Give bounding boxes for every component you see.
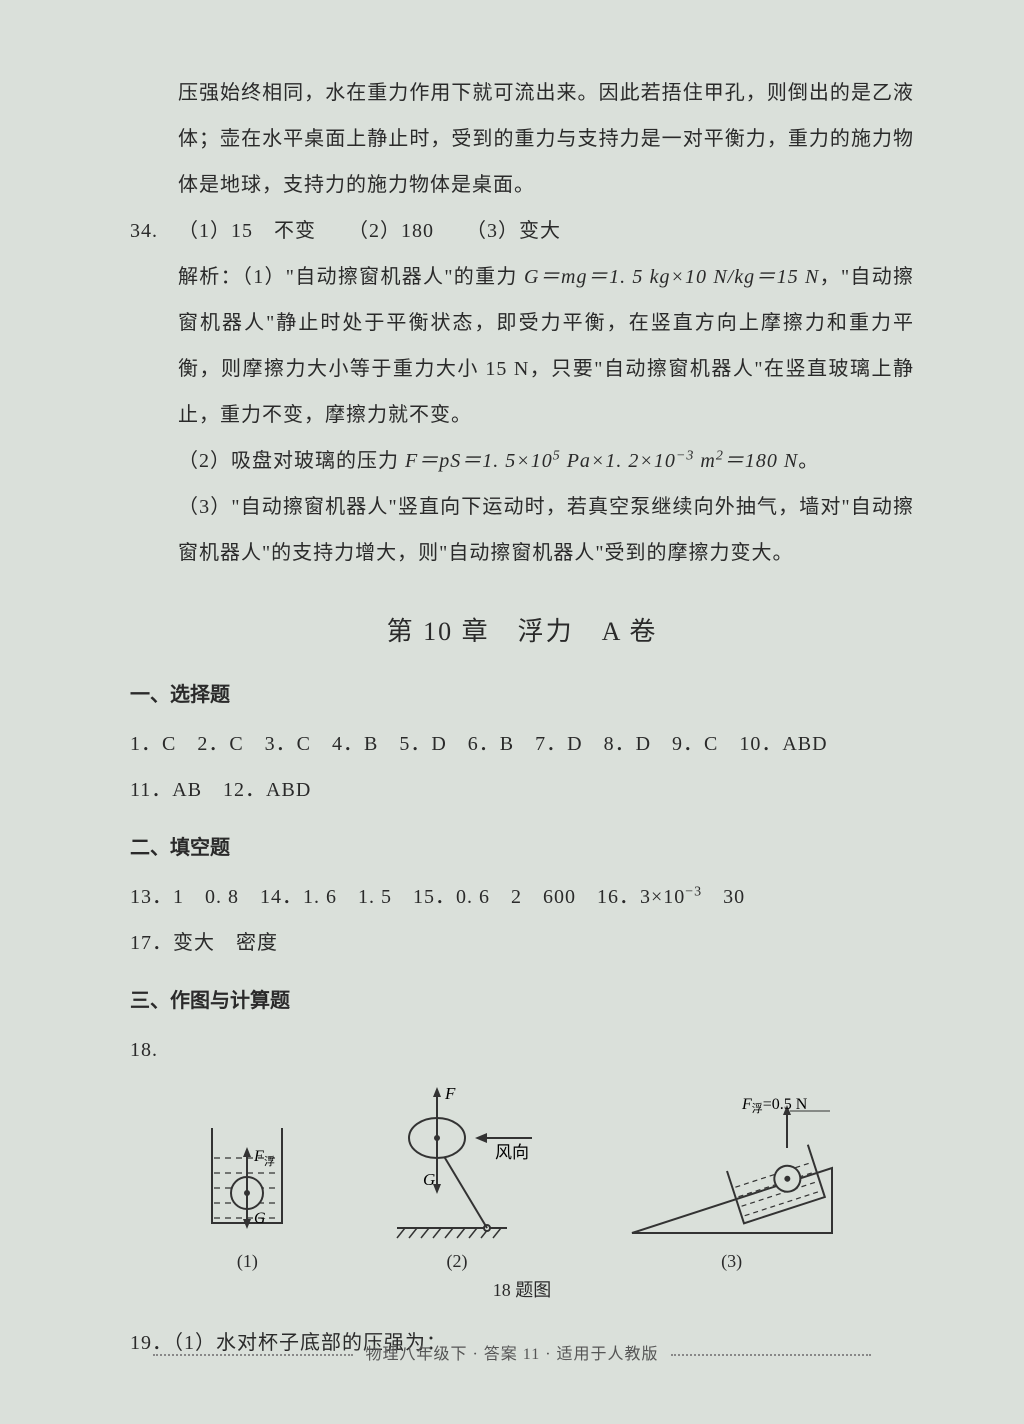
diagram-2: F G 风向 (2) — [367, 1083, 547, 1272]
d1-G-label: G — [254, 1210, 266, 1227]
q34-analysis-2-prefix: （2）吸盘对玻璃的压力 — [178, 450, 405, 472]
d1-F-label: F — [253, 1148, 264, 1165]
diagram-3-label: (3) — [721, 1251, 742, 1272]
section-2-heading: 二、填空题 — [130, 831, 914, 860]
sec2-line1: 13．1 0. 8 14．1. 6 1. 5 15．0. 6 2 600 16．… — [130, 874, 914, 920]
q34-analysis-2-suffix: 。 — [798, 450, 819, 472]
q34-number: 34. — [130, 208, 178, 254]
d1-F-sub: 浮 — [264, 1155, 275, 1168]
section-1-heading: 一、选择题 — [130, 678, 914, 707]
d3-label: F浮=0.5 N — [741, 1096, 808, 1115]
diagram-3: F浮=0.5 N (3) — [612, 1093, 852, 1272]
diagram-1: F 浮 G (1) — [192, 1103, 302, 1272]
diagrams-row: F 浮 G (1) — [130, 1083, 914, 1272]
diagrams-caption: 18 题图 — [130, 1276, 914, 1302]
intro-paragraph: 压强始终相同，水在重力作用下就可流出来。因此若捂住甲孔，则倒出的是乙液体；壶在水… — [130, 70, 914, 208]
q34-analysis-1-prefix: 解析：（1）"自动擦窗机器人"的重力 — [178, 266, 524, 288]
q34-block: 34.（1）15 不变 （2）180 （3）变大 — [130, 208, 914, 254]
q34-analysis-1-suffix: ，"自动擦窗机器人"静止时处于平衡状态，即受力平衡，在竖直方向上摩擦力和重力平衡… — [178, 266, 914, 426]
q34-analysis-1-formula: G＝mg＝1. 5 kg×10 N/kg＝15 N — [524, 266, 819, 288]
d2-wind-label: 风向 — [495, 1143, 529, 1162]
sec1-line1: 1．C 2．C 3．C 4．B 5．D 6．B 7．D 8．D 9．C 10．A… — [130, 721, 914, 767]
q34-analysis-2: （2）吸盘对玻璃的压力 F＝pS＝1. 5×105 Pa×1. 2×10−3 m… — [130, 438, 914, 484]
d2-G-label: G — [423, 1170, 435, 1189]
diagram-2-label: (2) — [446, 1251, 467, 1272]
diagram-3-svg: F浮=0.5 N — [612, 1093, 852, 1243]
q34-answers: （1）15 不变 （2）180 （3）变大 — [178, 220, 561, 242]
q18-number: 18. — [130, 1027, 914, 1073]
diagram-1-label: (1) — [237, 1251, 258, 1272]
sec2-line2: 17．变大 密度 — [130, 920, 914, 966]
chapter-title: 第 10 章 浮力 A 卷 — [130, 611, 914, 648]
page-footer: 物理八年级下 · 答案 11 · 适用于人教版 — [0, 1340, 1024, 1364]
diagram-1-svg: F 浮 G — [192, 1103, 302, 1243]
d2-F-label: F — [444, 1084, 456, 1103]
diagram-2-svg: F G 风向 — [367, 1083, 547, 1243]
q34-analysis-3: （3）"自动擦窗机器人"竖直向下运动时，若真空泵继续向外抽气，墙对"自动擦窗机器… — [130, 484, 914, 576]
section-3-heading: 三、作图与计算题 — [130, 984, 914, 1013]
q34-analysis-1: 解析：（1）"自动擦窗机器人"的重力 G＝mg＝1. 5 kg×10 N/kg＝… — [130, 254, 914, 438]
q34-analysis-2-formula: F＝pS＝1. 5×105 Pa×1. 2×10−3 m2＝180 N — [405, 450, 798, 472]
sec1-line2: 11．AB 12．ABD — [130, 767, 914, 813]
